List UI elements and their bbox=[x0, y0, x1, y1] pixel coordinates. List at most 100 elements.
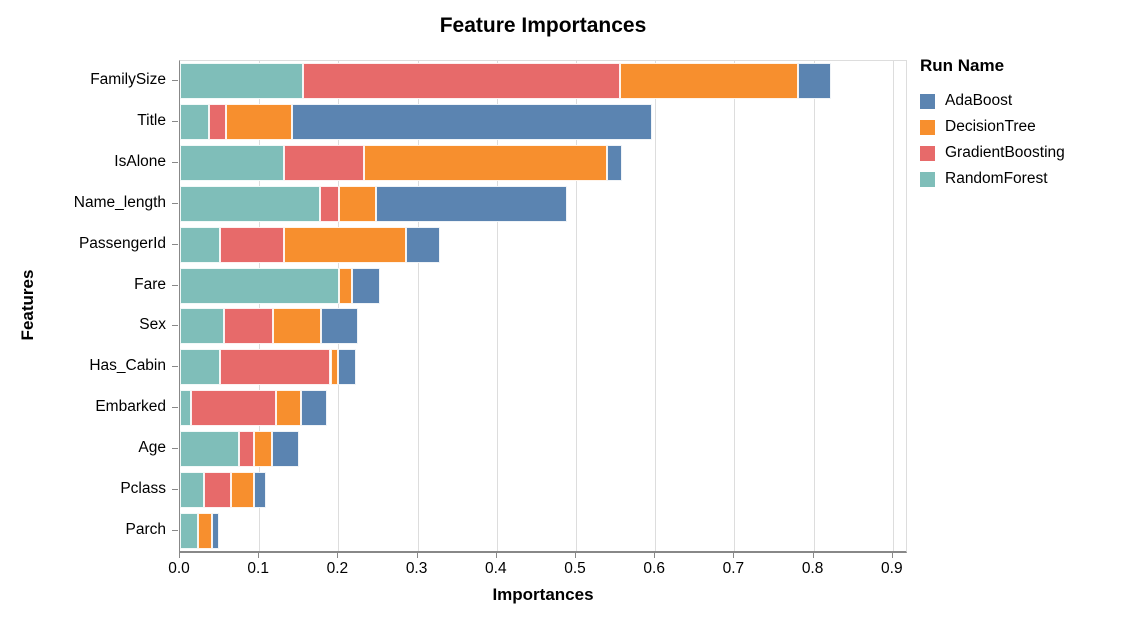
bar-segment-gradientboosting-embarked bbox=[191, 390, 276, 427]
bar-segment-randomforest-familysize bbox=[180, 63, 303, 100]
x-tick-label: 0.7 bbox=[722, 560, 745, 577]
bar-segment-gradientboosting-title bbox=[208, 104, 226, 141]
y-tick-label-pclass: Pclass bbox=[120, 479, 166, 497]
y-axis-tick bbox=[172, 529, 178, 531]
x-axis-tick bbox=[495, 553, 497, 558]
legend-item-label: AdaBoost bbox=[945, 92, 1013, 109]
bar-segment-adaboost-passengerid bbox=[405, 226, 441, 263]
x-tick-label: 0.2 bbox=[326, 560, 349, 577]
x-axis-tick bbox=[891, 553, 893, 558]
y-tick-label-isalone: IsAlone bbox=[114, 153, 166, 171]
bar-segment-decisiontree-pclass bbox=[230, 471, 254, 508]
x-tick-label: 0.1 bbox=[247, 560, 269, 577]
bar-segment-adaboost-title bbox=[291, 104, 653, 141]
bar-segment-randomforest-sex bbox=[180, 308, 225, 345]
legend-item-randomforest: RandomForest bbox=[920, 166, 1065, 192]
y-axis-tick bbox=[172, 366, 178, 368]
gridline-0.5 bbox=[576, 61, 577, 551]
plot-area bbox=[179, 60, 907, 553]
x-axis-tick bbox=[179, 553, 180, 558]
bar-segment-adaboost-isalone bbox=[606, 145, 622, 182]
bar-segment-decisiontree-embarked bbox=[275, 390, 302, 427]
x-tick-label: 0.6 bbox=[643, 560, 665, 577]
bar-segment-decisiontree-fare bbox=[339, 267, 352, 304]
gridline-0.1 bbox=[259, 61, 261, 551]
x-axis-tick bbox=[258, 553, 260, 558]
x-axis-tick bbox=[575, 553, 576, 558]
bar-segment-randomforest-embarked bbox=[180, 390, 192, 427]
bar-segment-gradientboosting-familysize bbox=[302, 63, 620, 100]
bar-segment-adaboost-has_cabin bbox=[337, 349, 356, 386]
bar-segment-decisiontree-passengerid bbox=[283, 226, 406, 263]
y-tick-label-age: Age bbox=[138, 438, 166, 456]
y-axis-tick bbox=[172, 407, 178, 409]
legend-color-swatch-gradientboosting bbox=[920, 145, 935, 161]
y-axis-tick bbox=[172, 325, 178, 327]
y-axis-tick bbox=[172, 202, 178, 204]
y-tick-label-sex: Sex bbox=[139, 316, 166, 334]
bar-segment-randomforest-passengerid bbox=[180, 226, 220, 263]
gridline-0.7 bbox=[734, 61, 736, 551]
bar-segment-decisiontree-name_length bbox=[339, 185, 376, 222]
bar-segment-randomforest-parch bbox=[180, 512, 199, 549]
legend-color-swatch-randomforest bbox=[920, 171, 935, 187]
legend: Run Name AdaBoost DecisionTree GradientBoo… bbox=[920, 56, 1065, 192]
legend-title: Run Name bbox=[920, 56, 1005, 75]
y-axis-tick bbox=[172, 243, 178, 245]
gridline-0.8 bbox=[813, 61, 815, 551]
x-axis-title: Importances bbox=[492, 585, 594, 604]
bar-segment-adaboost-age bbox=[271, 430, 299, 467]
x-tick-label: 0.0 bbox=[168, 560, 190, 577]
bar-segment-decisiontree-parch bbox=[198, 512, 212, 549]
gridline-0.2 bbox=[338, 61, 340, 551]
x-axis-tick bbox=[416, 553, 418, 558]
bar-segment-decisiontree-isalone bbox=[363, 145, 607, 182]
bar-segment-adaboost-pclass bbox=[253, 471, 267, 508]
legend-item-gradientboosting: GradientBoosting bbox=[920, 140, 1065, 166]
bar-segment-adaboost-parch bbox=[211, 512, 219, 549]
y-tick-label-parch: Parch bbox=[125, 520, 167, 538]
x-tick-label: 0.9 bbox=[881, 560, 903, 577]
y-tick-label-familysize: FamilySize bbox=[90, 71, 166, 89]
gridline-0.3 bbox=[417, 61, 419, 551]
y-tick-label-name_length: Name_length bbox=[73, 193, 166, 211]
bar-segment-gradientboosting-isalone bbox=[283, 145, 364, 182]
legend-items: AdaBoost DecisionTree GradientBoosting Rand… bbox=[920, 88, 1065, 192]
x-axis-tick bbox=[337, 553, 339, 558]
y-tick-label-has_cabin: Has_Cabin bbox=[89, 357, 166, 375]
x-tick-label: 0.8 bbox=[801, 560, 824, 577]
y-axis-tick bbox=[172, 488, 178, 490]
bar-segment-randomforest-title bbox=[180, 104, 209, 141]
legend-item-label: DecisionTree bbox=[945, 118, 1036, 135]
y-tick-label-passengerid: PassengerId bbox=[78, 234, 166, 252]
y-axis-tick bbox=[172, 80, 178, 82]
x-tick-label: 0.3 bbox=[405, 560, 428, 577]
y-axis-tick bbox=[172, 284, 178, 286]
legend-item-label: GradientBoosting bbox=[945, 144, 1065, 161]
bar-segment-gradientboosting-pclass bbox=[203, 471, 231, 508]
bar-segment-randomforest-age bbox=[180, 430, 239, 467]
gridline-0.6 bbox=[655, 61, 657, 551]
y-tick-label-fare: Fare bbox=[134, 275, 166, 293]
legend-color-swatch-adaboost bbox=[920, 93, 935, 109]
bar-segment-adaboost-familysize bbox=[797, 63, 832, 100]
bar-segment-decisiontree-sex bbox=[272, 308, 321, 345]
bar-segment-decisiontree-has_cabin bbox=[330, 349, 338, 386]
y-axis-tick bbox=[172, 121, 178, 123]
bar-segment-gradientboosting-has_cabin bbox=[220, 349, 331, 386]
bar-segment-gradientboosting-name_length bbox=[320, 185, 340, 222]
gridline-0.9 bbox=[892, 61, 894, 551]
bar-segment-adaboost-sex bbox=[321, 308, 359, 345]
bar-segment-randomforest-isalone bbox=[180, 145, 284, 182]
bar-segment-decisiontree-familysize bbox=[619, 63, 798, 100]
y-axis-tick bbox=[172, 162, 178, 164]
chart-title: Feature Importances bbox=[439, 14, 647, 37]
y-tick-label-embarked: Embarked bbox=[95, 398, 166, 416]
bar-segment-randomforest-name_length bbox=[180, 185, 321, 222]
x-tick-label: 0.4 bbox=[485, 560, 507, 577]
bar-segment-decisiontree-age bbox=[254, 430, 272, 467]
bar-segment-randomforest-fare bbox=[180, 267, 340, 304]
legend-item-decisiontree: DecisionTree bbox=[920, 114, 1065, 140]
bar-segment-randomforest-has_cabin bbox=[180, 349, 221, 386]
